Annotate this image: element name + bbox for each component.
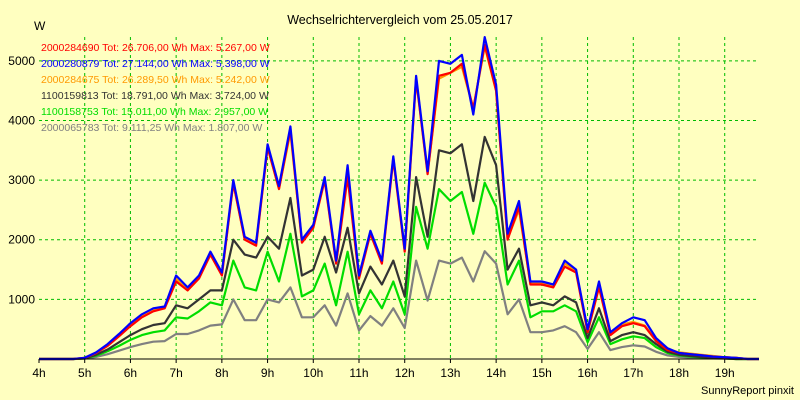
chart-title: Wechselrichtervergleich vom 25.05.2017 [287,13,513,27]
x-tick-label: 6h [124,366,137,380]
legend: 2000284690 Tot: 26.706,00 Wh Max: 5.267,… [41,42,270,134]
x-tick-label: 19h [715,366,735,380]
y-tick-label: 1000 [8,292,35,306]
legend-entry: 1100158753 Tot: 15.011,00 Wh Max: 2.957,… [41,106,268,118]
x-tick-label: 9h [261,366,274,380]
x-tick-label: 18h [669,366,689,380]
x-tick-label: 4h [32,366,45,380]
series-line-4 [39,135,759,361]
x-tick-label: 12h [395,366,415,380]
series-line-6 [39,250,759,361]
legend-entry: 2000280879 Tot: 27.144,00 Wh Max: 5.398,… [41,58,270,70]
y-tick-label: 2000 [8,233,35,247]
grid-layer [39,37,759,359]
x-tick-label: 10h [303,366,323,380]
y-tick-label: 3000 [8,173,35,187]
series-layer [39,35,759,361]
x-tick-label: 16h [578,366,598,380]
x-tick-label: 17h [623,366,643,380]
x-tick-label: 11h [349,366,368,380]
legend-entry: 2000284675 Tot: 26.289,50 Wh Max: 5.242,… [41,74,270,86]
series-line-5 [39,181,759,361]
series-line-2 [39,35,759,361]
legend-entry: 2000284690 Tot: 26.706,00 Wh Max: 5.267,… [41,42,270,54]
x-tick-label: 14h [486,366,506,380]
legend-entry: 2000065783 Tot: 9.111,25 Wh Max: 1.807,0… [41,122,262,134]
x-tick-label: 15h [532,366,552,380]
x-tick-label: 13h [440,366,460,380]
x-tick-label: 8h [215,366,228,380]
y-axis-unit-label: W [34,19,46,33]
legend-entry: 1100159813 Tot: 18.791,00 Wh Max: 3.724,… [41,90,269,102]
tick-layer: 4h 5h 6h 7h 8h 9h 10h 11h 12h 13h 14h 15h 16h 17h 18h 1… [8,54,734,380]
x-tick-label: 7h [169,366,182,380]
y-tick-label: 5000 [8,54,35,68]
y-tick-label: 4000 [8,113,35,127]
footer-label: SunnyReport pinxit [701,385,794,397]
x-tick-label: 5h [78,366,91,380]
